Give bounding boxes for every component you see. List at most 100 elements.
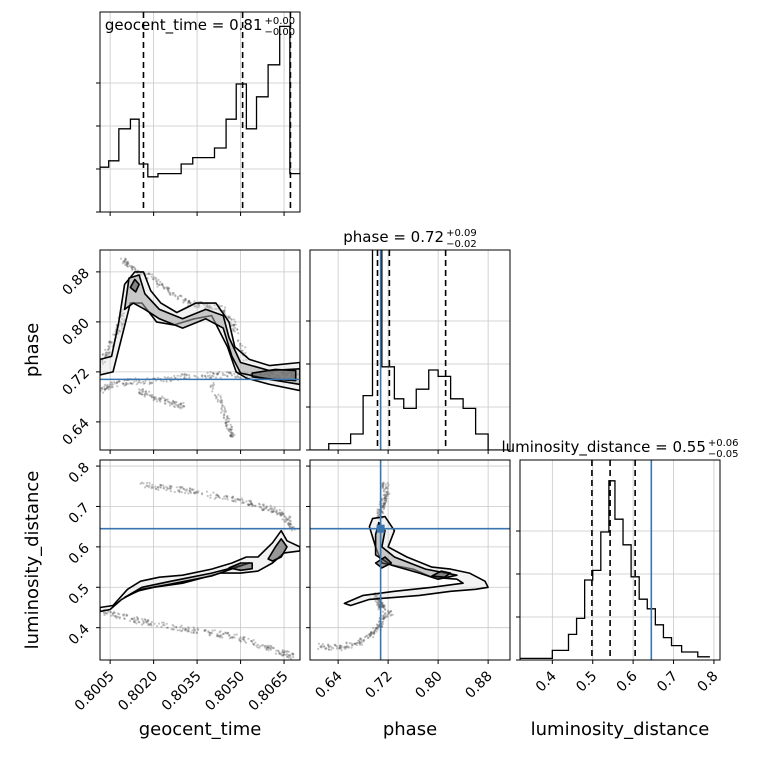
scatter-point-phase-vs-geocent-time-4 (224, 421, 227, 424)
scatter-point-luminosity-distance-vs-geocent-time-0 (247, 503, 250, 507)
scatter-point-luminosity-distance-vs-geocent-time-0 (276, 513, 279, 516)
scatter-point-luminosity-distance-vs-phase-1 (369, 633, 372, 637)
scatter-point-phase-vs-geocent-time-3 (138, 391, 141, 394)
scatter-point-phase-vs-geocent-time-3 (173, 405, 176, 409)
scatter-point-phase-vs-geocent-time-2 (101, 353, 104, 356)
scatter-point-luminosity-distance-vs-geocent-time-0 (271, 508, 274, 511)
scatter-point-luminosity-distance-vs-geocent-time-0 (159, 485, 162, 488)
scatter-point-luminosity-distance-vs-geocent-time-1 (166, 626, 169, 629)
scatter-point-phase-vs-geocent-time-2 (104, 355, 107, 358)
scatter-point-phase-vs-geocent-time-1 (212, 375, 215, 378)
scatter-point-phase-vs-geocent-time-2 (121, 327, 124, 330)
scatter-point-phase-vs-geocent-time-2 (121, 317, 124, 321)
scatter-point-phase-vs-geocent-time-0 (171, 293, 174, 296)
scatter-point-luminosity-distance-vs-geocent-time-0 (237, 498, 240, 501)
scatter-point-luminosity-distance-vs-geocent-time-1 (123, 613, 126, 616)
scatter-point-luminosity-distance-vs-geocent-time-0 (264, 507, 267, 510)
scatter-point-phase-vs-geocent-time-0 (239, 344, 242, 347)
scatter-point-luminosity-distance-vs-geocent-time-0 (279, 513, 283, 516)
scatter-point-phase-vs-geocent-time-1 (125, 382, 128, 385)
scatter-point-luminosity-distance-vs-phase-2 (381, 601, 384, 604)
scatter-point-phase-vs-geocent-time-1 (227, 371, 231, 375)
scatter-point-luminosity-distance-vs-geocent-time-1 (130, 617, 134, 620)
scatter-point-luminosity-distance-vs-geocent-time-0 (224, 494, 227, 497)
scatter-point-phase-vs-geocent-time-0 (166, 289, 170, 292)
scatter-point-phase-vs-geocent-time-2 (103, 360, 106, 364)
scatter-point-luminosity-distance-vs-geocent-time-0 (209, 496, 212, 499)
scatter-point-luminosity-distance-vs-geocent-time-1 (204, 629, 207, 632)
scatter-point-luminosity-distance-vs-geocent-time-0 (189, 490, 192, 493)
scatter-point-luminosity-distance-vs-phase-0 (386, 493, 389, 496)
scatter-point-luminosity-distance-vs-geocent-time-1 (117, 615, 120, 619)
scatter-point-luminosity-distance-vs-phase-1 (320, 646, 323, 649)
scatter-point-phase-vs-geocent-time-0 (160, 282, 164, 285)
scatter-point-phase-vs-geocent-time-1 (173, 374, 176, 378)
scatter-point-luminosity-distance-vs-geocent-time-0 (155, 487, 158, 490)
scatter-point-phase-vs-geocent-time-1 (200, 374, 203, 377)
scatter-point-phase-vs-geocent-time-1 (211, 374, 214, 377)
scatter-point-luminosity-distance-vs-phase-1 (362, 640, 365, 643)
scatter-point-luminosity-distance-vs-geocent-time-0 (291, 526, 294, 529)
scatter-point-phase-vs-geocent-time-3 (146, 393, 149, 396)
scatter-point-luminosity-distance-vs-phase-1 (390, 613, 393, 616)
scatter-point-phase-vs-geocent-time-0 (230, 318, 233, 321)
scatter-point-phase-vs-geocent-time-1 (108, 385, 111, 388)
scatter-point-luminosity-distance-vs-geocent-time-1 (187, 627, 190, 630)
scatter-point-luminosity-distance-vs-geocent-time-1 (284, 653, 287, 656)
scatter-point-luminosity-distance-vs-geocent-time-1 (113, 611, 116, 615)
scatter-point-luminosity-distance-vs-geocent-time-0 (145, 484, 148, 487)
scatter-point-phase-vs-geocent-time-1 (179, 375, 182, 378)
scatter-point-phase-vs-geocent-time-4 (220, 407, 223, 411)
scatter-point-luminosity-distance-vs-geocent-time-1 (270, 645, 273, 648)
title-geocent-time-base: geocent_time = 0.81 (105, 16, 263, 35)
scatter-point-phase-vs-geocent-time-4 (226, 414, 229, 418)
scatter-point-luminosity-distance-vs-phase-1 (376, 626, 379, 629)
scatter-point-phase-vs-geocent-time-4 (211, 390, 214, 393)
panel-frame-2-2 (519, 459, 721, 661)
scatter-point-phase-vs-geocent-time-0 (234, 326, 237, 330)
scatter-point-luminosity-distance-vs-geocent-time-0 (218, 496, 221, 499)
scatter-point-phase-vs-geocent-time-1 (227, 371, 230, 374)
scatter-point-phase-vs-geocent-time-3 (163, 402, 166, 405)
scatter-point-phase-vs-geocent-time-1 (100, 386, 103, 389)
scatter-point-luminosity-distance-vs-geocent-time-1 (265, 648, 268, 651)
scatter-point-luminosity-distance-vs-geocent-time-1 (183, 629, 187, 632)
scatter-point-phase-vs-geocent-time-3 (154, 396, 157, 399)
scatter-point-luminosity-distance-vs-phase-1 (385, 615, 388, 618)
scatter-point-luminosity-distance-vs-phase-0 (382, 497, 385, 500)
scatter-point-luminosity-distance-vs-geocent-time-1 (106, 612, 109, 615)
scatter-point-luminosity-distance-vs-phase-0 (381, 505, 385, 508)
scatter-point-luminosity-distance-vs-geocent-time-0 (144, 486, 147, 489)
scatter-point-luminosity-distance-vs-geocent-time-1 (161, 621, 164, 624)
scatter-point-luminosity-distance-vs-phase-0 (382, 484, 385, 487)
scatter-point-luminosity-distance-vs-geocent-time-0 (285, 518, 288, 521)
scatter-point-luminosity-distance-vs-phase-1 (353, 642, 356, 645)
contour-level-luminosity-distance-vs-phase-2 (431, 570, 452, 579)
scatter-point-phase-vs-geocent-time-3 (179, 402, 182, 405)
scatter-point-luminosity-distance-vs-geocent-time-0 (246, 503, 250, 506)
scatter-point-luminosity-distance-vs-geocent-time-1 (147, 619, 150, 623)
scatter-point-luminosity-distance-vs-geocent-time-0 (212, 491, 215, 494)
scatter-point-phase-vs-geocent-time-0 (169, 293, 172, 296)
scatter-point-luminosity-distance-vs-geocent-time-1 (280, 653, 283, 656)
scatter-point-luminosity-distance-vs-phase-1 (358, 640, 361, 644)
scatter-point-luminosity-distance-vs-geocent-time-1 (184, 628, 187, 632)
scatter-point-phase-vs-geocent-time-1 (103, 387, 107, 391)
scatter-point-luminosity-distance-vs-geocent-time-1 (263, 644, 267, 648)
scatter-point-phase-vs-geocent-time-0 (187, 301, 190, 304)
scatter-point-phase-vs-geocent-time-3 (181, 406, 184, 409)
scatter-point-phase-vs-geocent-time-2 (108, 351, 111, 354)
scatter-point-phase-vs-geocent-time-1 (103, 389, 106, 392)
contour-level-luminosity-distance-vs-geocent-time-0 (100, 529, 300, 613)
scatter-point-phase-vs-geocent-time-3 (159, 400, 162, 403)
scatter-point-phase-vs-geocent-time-0 (197, 304, 200, 307)
scatter-point-phase-vs-geocent-time-0 (174, 295, 177, 298)
scatter-point-luminosity-distance-vs-geocent-time-1 (222, 632, 225, 636)
scatter-point-luminosity-distance-vs-phase-0 (382, 503, 386, 506)
scatter-point-phase-vs-geocent-time-0 (227, 317, 230, 320)
scatter-point-phase-vs-geocent-time-3 (161, 395, 164, 398)
scatter-point-luminosity-distance-vs-phase-2 (382, 605, 385, 608)
scatter-point-phase-vs-geocent-time-1 (238, 376, 241, 379)
scatter-point-phase-vs-geocent-time-0 (179, 294, 182, 297)
scatter-point-phase-vs-geocent-time-3 (145, 392, 148, 395)
